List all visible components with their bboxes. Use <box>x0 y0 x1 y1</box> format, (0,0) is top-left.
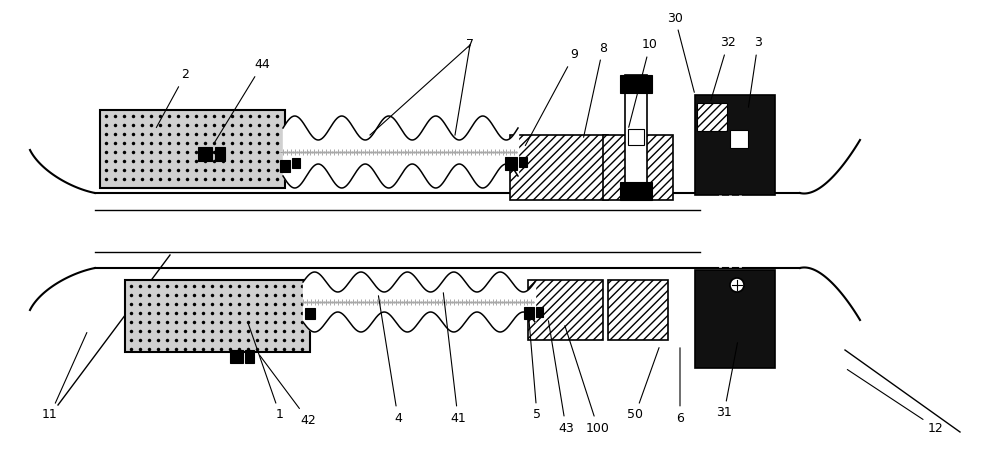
Bar <box>100 110 285 188</box>
Text: 11: 11 <box>42 333 87 421</box>
Text: 100: 100 <box>565 326 610 435</box>
Bar <box>697 103 727 131</box>
Bar <box>695 270 775 368</box>
Bar <box>505 157 517 170</box>
Bar <box>625 75 647 200</box>
Bar <box>125 280 310 352</box>
Bar <box>695 95 775 195</box>
Bar <box>198 147 212 161</box>
Text: 8: 8 <box>584 42 607 137</box>
Text: 12: 12 <box>847 370 944 435</box>
Bar <box>628 129 644 145</box>
Bar <box>620 182 652 200</box>
Text: 4: 4 <box>378 296 402 425</box>
Bar <box>305 308 315 319</box>
Bar <box>620 75 652 93</box>
Bar <box>245 350 254 363</box>
Bar <box>536 307 543 317</box>
Bar <box>519 157 527 167</box>
Bar <box>215 147 225 161</box>
Bar <box>280 160 290 172</box>
Text: 7: 7 <box>466 38 474 51</box>
Text: 5: 5 <box>528 311 541 421</box>
Text: 9: 9 <box>525 49 578 146</box>
Bar <box>528 280 603 340</box>
Text: 42: 42 <box>260 355 316 426</box>
Text: 50: 50 <box>627 348 659 421</box>
Text: 41: 41 <box>443 293 466 425</box>
Text: 30: 30 <box>667 11 694 93</box>
Text: 1: 1 <box>248 322 284 421</box>
Text: 2: 2 <box>156 69 189 128</box>
Text: 43: 43 <box>548 321 574 435</box>
Bar <box>730 130 748 148</box>
Circle shape <box>730 278 744 292</box>
Bar <box>524 307 534 319</box>
Text: 10: 10 <box>629 38 658 127</box>
Text: 44: 44 <box>214 59 270 142</box>
Bar <box>510 135 608 200</box>
Bar <box>292 158 300 168</box>
Bar <box>603 135 673 200</box>
Bar <box>608 280 668 340</box>
Text: 3: 3 <box>748 37 762 107</box>
Text: 32: 32 <box>711 37 736 100</box>
Bar <box>230 350 243 363</box>
Text: 31: 31 <box>716 343 737 420</box>
Text: 6: 6 <box>676 348 684 425</box>
